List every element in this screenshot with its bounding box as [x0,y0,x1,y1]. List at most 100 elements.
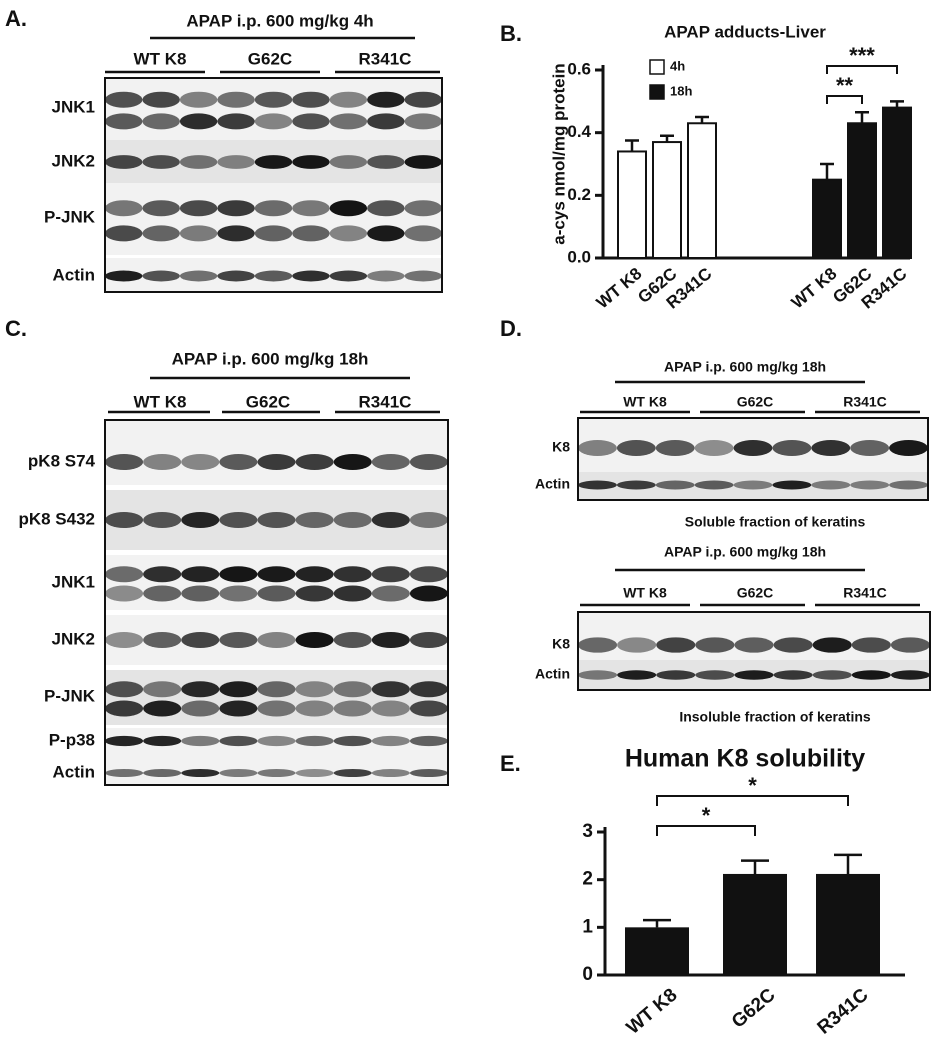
blot-band [181,566,220,583]
blot-band [371,700,410,717]
blot-band [333,769,372,777]
blot-band [105,270,143,282]
significance-label: ** [836,73,854,98]
blot-band [105,632,144,648]
blot-header: APAP i.p. 600 mg/kg 18h [664,359,826,375]
blot-band [143,735,182,747]
bar [812,178,842,260]
blot-band [404,200,442,217]
blot-band [143,769,182,777]
blot-band [367,113,405,130]
blot-band [143,454,182,470]
blot-band [733,480,773,490]
blot-band [219,566,258,583]
blot-band [333,681,372,698]
blot-band [329,91,368,108]
blot-band [295,454,334,470]
blot-band [656,637,696,653]
group-label: R341C [359,392,412,411]
group-label: WT K8 [134,49,187,68]
panel-label: E. [500,751,521,776]
blot-strip [105,183,442,255]
x-tick-label: G62C [728,984,780,1032]
blot-band [254,270,293,282]
blot-band [219,681,258,698]
blot-band [733,440,773,456]
blot-band [772,440,812,456]
blot-band [219,632,258,648]
error-bar [820,162,834,180]
blot-band [219,769,258,777]
blot-band [812,637,852,653]
blot-band [851,637,891,653]
bar [847,122,877,260]
group-label: WT K8 [623,585,667,601]
blot-band [143,512,182,528]
blot-caption: Insoluble fraction of keratins [679,709,871,725]
blot-band [143,632,182,648]
blot-band [333,585,372,602]
blot-band [409,681,449,698]
blot-band [295,512,334,528]
x-tick-label: R341C [814,984,873,1038]
y-axis-label: a-cys nmol/mg protein [549,63,568,244]
blot-band [409,512,449,528]
blot-band [695,670,735,680]
y-tick-label: 3 [582,821,593,842]
blot-band [578,670,618,680]
blot-frame [104,419,449,786]
blot-band [292,113,330,130]
group-label: WT K8 [623,394,667,410]
blot-band [257,454,296,470]
blot-band [409,454,449,470]
blot-band [105,681,144,698]
blot-band [254,200,293,217]
group-label: G62C [248,49,292,68]
error-bar [643,918,671,928]
blot-band [257,681,296,698]
panel-label: B. [500,21,522,46]
blot-band [371,585,410,602]
blot-band [295,700,334,717]
blot-band [295,585,334,602]
blot-band [695,637,735,653]
blot-band [578,480,617,490]
significance-label: * [702,803,711,828]
group-label: R341C [843,394,887,410]
blot-band [655,480,695,490]
blot-band [142,155,180,169]
group-label: G62C [737,394,774,410]
blot-band [772,480,812,490]
blot-band [409,700,449,717]
blot-band [292,225,330,242]
blot-band [295,769,334,777]
blot-band [890,637,930,653]
blot-band [257,566,296,583]
panel-label: D. [500,316,522,341]
blot-band [181,454,220,470]
blot-band [404,91,442,108]
x-tick-label: WT K8 [623,985,682,1039]
blot-band [617,637,657,653]
blot-band [333,566,372,583]
blot-band [179,91,218,108]
error-bar [890,100,904,108]
blot-band [371,632,410,648]
row-label: P-p38 [49,730,95,749]
blot-band [179,270,218,282]
y-tick-label: 0.0 [567,247,591,266]
blot-band [734,670,774,680]
group-label: R341C [359,49,412,68]
blot-band [105,735,144,747]
legend-label: 4h [670,58,685,73]
blot-band [409,566,449,583]
blot-band [811,440,851,456]
blot-band [181,632,220,648]
blot-band [404,113,442,130]
blot-band [219,585,258,602]
blot-frame [577,417,929,501]
error-bar [695,115,709,124]
blot-frame [577,611,931,691]
blot-strip [105,670,448,725]
